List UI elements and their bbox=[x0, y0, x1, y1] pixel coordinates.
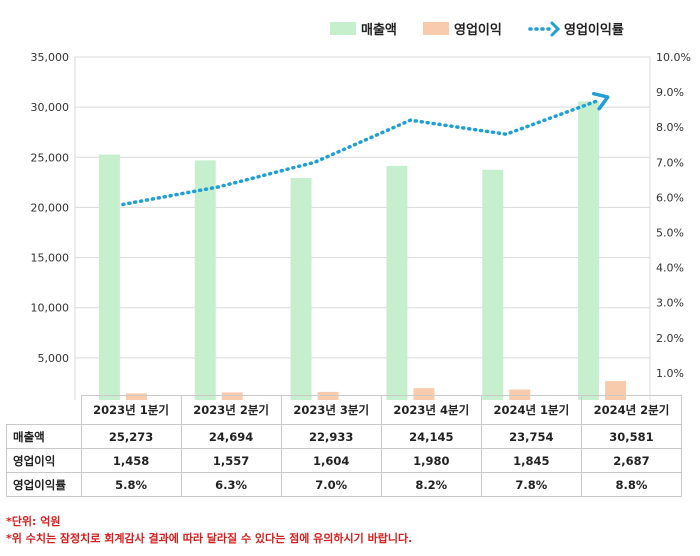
y-left-tick-label: 10,000 bbox=[31, 302, 70, 315]
y-left-tick-label: 20,000 bbox=[31, 201, 70, 214]
category-label: 2024년 2분기 bbox=[580, 395, 683, 425]
row-label-revenue: 매출액 bbox=[6, 424, 82, 449]
combo-chart: 05,00010,00015,00020,00025,00030,00035,0… bbox=[31, 21, 691, 400]
disclaimer-note: *위 수치는 잠정치로 회계감사 결과에 따라 달라질 수 있다는 점에 유의하… bbox=[6, 532, 413, 545]
plot-area-border bbox=[74, 56, 651, 400]
table-cell: 1,845 bbox=[480, 448, 582, 473]
table-cell: 1,980 bbox=[380, 448, 482, 473]
category-label: 2024년 1분기 bbox=[480, 395, 582, 425]
row-label-operating-margin: 영업이익률 bbox=[6, 472, 82, 497]
y-right-tick-label: 2.0% bbox=[656, 332, 684, 345]
table-cell: 1,458 bbox=[80, 448, 182, 473]
y-right-tick-label: 3.0% bbox=[656, 297, 684, 310]
table-cell: 1,604 bbox=[280, 448, 382, 473]
category-label: 2023년 1분기 bbox=[80, 395, 182, 425]
legend-swatch bbox=[330, 22, 356, 35]
bar-revenue bbox=[290, 178, 312, 400]
table-cell: 5.8% bbox=[80, 472, 182, 497]
table-cell: 23,754 bbox=[480, 424, 582, 449]
bar-revenue bbox=[578, 101, 600, 400]
bar-revenue bbox=[194, 160, 216, 400]
table-cell: 30,581 bbox=[580, 424, 683, 449]
table-cell: 6.3% bbox=[180, 472, 282, 497]
table-cell: 24,145 bbox=[380, 424, 482, 449]
legend-label: 영업이익 bbox=[454, 22, 502, 38]
line-operating-margin bbox=[121, 99, 599, 207]
table-cell: 8.8% bbox=[580, 472, 683, 497]
y-right-tick-label: 5.0% bbox=[656, 227, 684, 240]
table-row: 영업이익률 5.8% 6.3% 7.0% 8.2% 7.8% 8.8% bbox=[6, 472, 683, 497]
y-right-tick-label: 8.0% bbox=[656, 121, 684, 134]
y-left-tick-label: 15,000 bbox=[31, 252, 70, 265]
data-table: 2023년 1분기 2023년 2분기 2023년 3분기 2023년 4분기 … bbox=[6, 395, 683, 497]
legend-arrow-icon bbox=[550, 21, 561, 37]
table-row: 영업이익 1,458 1,557 1,604 1,980 1,845 2,687 bbox=[6, 448, 683, 473]
table-row: 매출액 25,273 24,694 22,933 24,145 23,754 3… bbox=[6, 424, 683, 449]
y-left-tick-label: 30,000 bbox=[31, 101, 70, 114]
unit-note: *단위: 억원 bbox=[6, 515, 61, 528]
table-corner-cell bbox=[6, 395, 82, 425]
table-cell: 1,557 bbox=[180, 448, 282, 473]
category-label: 2023년 4분기 bbox=[380, 395, 482, 425]
table-cell: 25,273 bbox=[80, 424, 182, 449]
bar-operating-profit bbox=[509, 389, 531, 400]
bar-revenue bbox=[98, 154, 120, 400]
y-left-tick-label: 35,000 bbox=[31, 51, 70, 64]
table-cell: 24,694 bbox=[180, 424, 282, 449]
table-cell: 2,687 bbox=[580, 448, 683, 473]
legend-label: 매출액 bbox=[361, 22, 397, 38]
row-label-operating-profit: 영업이익 bbox=[6, 448, 82, 473]
y-left-tick-label: 25,000 bbox=[31, 151, 70, 164]
bar-operating-profit bbox=[413, 388, 435, 400]
table-cell: 7.8% bbox=[480, 472, 582, 497]
table-cell: 8.2% bbox=[380, 472, 482, 497]
y-right-tick-label: 1.0% bbox=[656, 367, 684, 380]
y-right-tick-label: 10.0% bbox=[656, 51, 691, 64]
footnotes: *단위: 억원 *위 수치는 잠정치로 회계감사 결과에 따라 달라질 수 있다… bbox=[6, 513, 412, 547]
category-label: 2023년 3분기 bbox=[280, 395, 382, 425]
legend-label: 영업이익률 bbox=[564, 22, 624, 38]
legend-swatch bbox=[423, 22, 449, 35]
y-right-tick-label: 6.0% bbox=[656, 191, 684, 204]
y-right-tick-label: 9.0% bbox=[656, 86, 684, 99]
bar-revenue bbox=[482, 169, 504, 400]
table-cell: 22,933 bbox=[280, 424, 382, 449]
table-header-row: 2023년 1분기 2023년 2분기 2023년 3분기 2023년 4분기 … bbox=[6, 395, 683, 425]
y-left-tick-label: 5,000 bbox=[38, 352, 70, 365]
point-operating-margin-arrow bbox=[591, 91, 610, 111]
bar-revenue bbox=[386, 165, 408, 400]
y-right-tick-label: 4.0% bbox=[656, 262, 684, 275]
table-cell: 7.0% bbox=[280, 472, 382, 497]
category-label: 2023년 2분기 bbox=[180, 395, 282, 425]
y-right-tick-label: 7.0% bbox=[656, 156, 684, 169]
